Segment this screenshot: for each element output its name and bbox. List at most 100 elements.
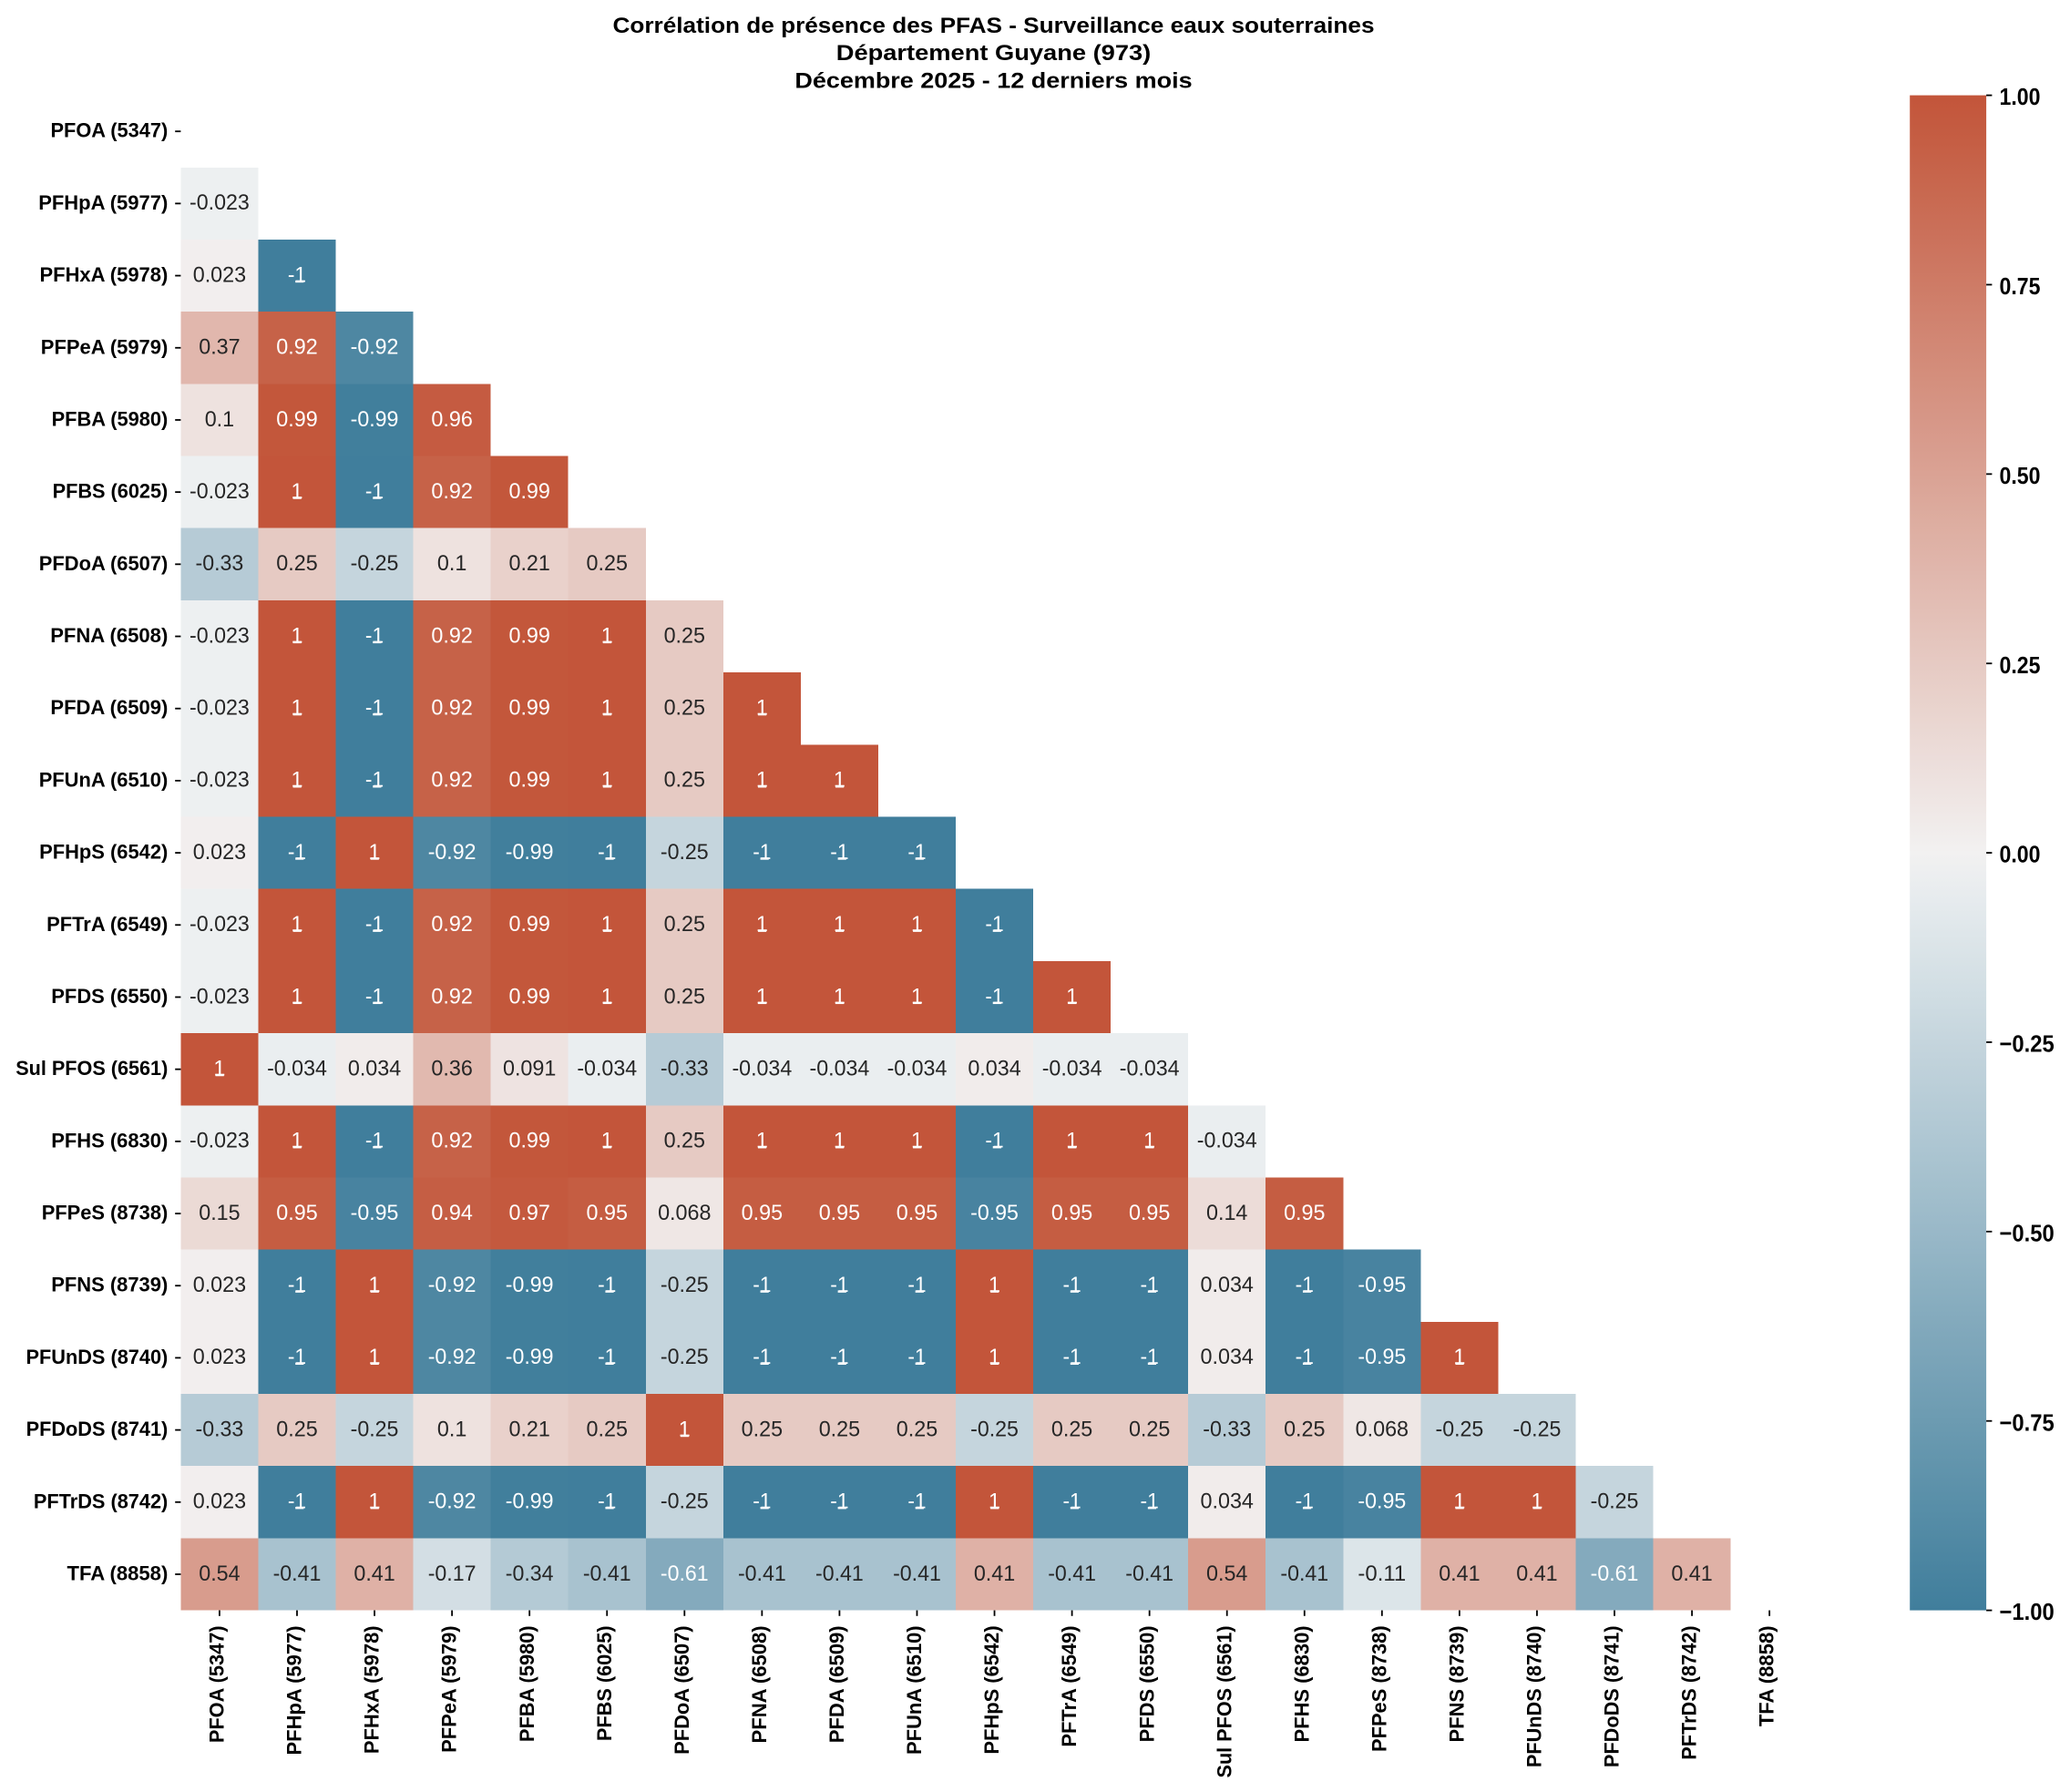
svg-text:-0.25: -0.25 <box>1513 1417 1562 1441</box>
svg-text:1: 1 <box>756 984 768 1009</box>
svg-text:0.034: 0.034 <box>1201 1345 1254 1369</box>
svg-text:-1: -1 <box>830 840 848 865</box>
svg-text:PFHpA (5977): PFHpA (5977) <box>283 1625 306 1755</box>
svg-text:1: 1 <box>291 912 302 937</box>
svg-text:-1: -1 <box>907 1490 926 1514</box>
svg-text:-0.41: -0.41 <box>1048 1562 1096 1586</box>
svg-text:-1: -1 <box>1296 1273 1314 1297</box>
svg-text:−0.50: −0.50 <box>2000 1219 2055 1246</box>
svg-text:PFHS (6830): PFHS (6830) <box>51 1129 168 1152</box>
svg-text:-1: -1 <box>365 696 384 721</box>
svg-text:PFHpS (6542): PFHpS (6542) <box>39 841 168 864</box>
svg-text:PFHxA (5978): PFHxA (5978) <box>361 1625 384 1754</box>
svg-text:-1: -1 <box>830 1490 848 1514</box>
svg-text:−1.00: −1.00 <box>2000 1598 2055 1625</box>
svg-text:1: 1 <box>213 1056 225 1080</box>
svg-text:Décembre 2025 - 12 derniers mo: Décembre 2025 - 12 derniers mois <box>794 69 1192 94</box>
svg-text:0.023: 0.023 <box>193 1345 246 1369</box>
svg-text:-1: -1 <box>985 984 1003 1009</box>
svg-text:-1: -1 <box>288 1345 306 1369</box>
svg-text:-1: -1 <box>985 912 1003 937</box>
svg-text:-0.99: -0.99 <box>506 1490 554 1514</box>
svg-text:0.034: 0.034 <box>1201 1273 1254 1297</box>
svg-text:0.95: 0.95 <box>1051 1201 1092 1225</box>
svg-text:PFHpA (5977): PFHpA (5977) <box>38 191 168 214</box>
svg-text:0.41: 0.41 <box>974 1562 1015 1586</box>
svg-text:-0.95: -0.95 <box>1358 1345 1406 1369</box>
svg-text:1: 1 <box>291 479 302 504</box>
svg-text:0.25: 0.25 <box>664 696 705 721</box>
svg-text:-0.25: -0.25 <box>661 840 709 865</box>
svg-text:-1: -1 <box>598 1490 616 1514</box>
svg-text:0.034: 0.034 <box>968 1056 1020 1080</box>
svg-text:Sul PFOS (6561): Sul PFOS (6561) <box>15 1057 168 1080</box>
svg-text:-1: -1 <box>907 840 926 865</box>
svg-text:-0.023: -0.023 <box>190 1129 250 1153</box>
svg-text:0.25: 0.25 <box>1051 1417 1092 1441</box>
svg-text:0.25: 0.25 <box>664 984 705 1009</box>
svg-text:-0.99: -0.99 <box>506 840 554 865</box>
svg-text:0.99: 0.99 <box>508 912 549 937</box>
svg-text:PFBA (5980): PFBA (5980) <box>516 1625 538 1742</box>
svg-text:-0.33: -0.33 <box>196 1417 244 1441</box>
svg-text:1: 1 <box>756 1129 768 1153</box>
svg-text:1: 1 <box>756 768 768 793</box>
svg-text:-1: -1 <box>1141 1345 1159 1369</box>
svg-text:-0.61: -0.61 <box>1591 1562 1639 1586</box>
svg-text:0.25: 0.25 <box>1129 1417 1170 1441</box>
svg-text:0.068: 0.068 <box>1356 1417 1409 1441</box>
svg-text:-1: -1 <box>1296 1490 1314 1514</box>
svg-text:-1: -1 <box>830 1345 848 1369</box>
svg-text:0.99: 0.99 <box>508 623 549 648</box>
svg-text:PFPeS (8738): PFPeS (8738) <box>42 1202 169 1224</box>
svg-text:PFTrDS (8742): PFTrDS (8742) <box>34 1490 168 1512</box>
svg-text:-1: -1 <box>753 840 771 865</box>
svg-text:PFTrDS (8742): PFTrDS (8742) <box>1678 1625 1701 1759</box>
svg-text:0.99: 0.99 <box>508 479 549 504</box>
svg-text:-1: -1 <box>753 1345 771 1369</box>
svg-text:0.92: 0.92 <box>431 479 472 504</box>
svg-text:0.25: 0.25 <box>2000 651 2041 679</box>
svg-text:-0.41: -0.41 <box>1125 1562 1173 1586</box>
svg-text:0.25: 0.25 <box>276 551 317 576</box>
svg-text:0.00: 0.00 <box>2000 841 2041 868</box>
svg-text:1: 1 <box>601 696 613 721</box>
svg-text:0.92: 0.92 <box>431 623 472 648</box>
svg-text:0.25: 0.25 <box>664 1129 705 1153</box>
svg-text:0.25: 0.25 <box>276 1417 317 1441</box>
svg-text:0.50: 0.50 <box>2000 462 2041 489</box>
svg-text:-0.99: -0.99 <box>506 1273 554 1297</box>
svg-text:-0.41: -0.41 <box>583 1562 631 1586</box>
svg-text:0.25: 0.25 <box>664 768 705 793</box>
svg-text:0.95: 0.95 <box>587 1201 628 1225</box>
svg-text:0.54: 0.54 <box>1206 1562 1247 1586</box>
svg-text:0.1: 0.1 <box>205 407 234 432</box>
svg-text:PFNA (6508): PFNA (6508) <box>748 1625 771 1743</box>
svg-text:PFPeA (5979): PFPeA (5979) <box>41 335 169 358</box>
svg-text:0.96: 0.96 <box>431 407 472 432</box>
svg-text:0.41: 0.41 <box>354 1562 395 1586</box>
svg-text:-0.61: -0.61 <box>661 1562 709 1586</box>
svg-text:PFUnA (6510): PFUnA (6510) <box>39 768 169 791</box>
svg-text:-0.023: -0.023 <box>190 623 250 648</box>
svg-text:-0.034: -0.034 <box>577 1056 637 1080</box>
svg-text:-0.95: -0.95 <box>970 1201 1019 1225</box>
svg-text:-0.25: -0.25 <box>351 1417 399 1441</box>
svg-text:1: 1 <box>369 840 381 865</box>
svg-text:1: 1 <box>369 1490 381 1514</box>
svg-text:0.54: 0.54 <box>199 1562 240 1586</box>
svg-text:-1: -1 <box>365 479 384 504</box>
svg-text:0.92: 0.92 <box>431 696 472 721</box>
svg-text:PFHS (6830): PFHS (6830) <box>1290 1625 1313 1742</box>
svg-text:-0.034: -0.034 <box>732 1056 792 1080</box>
svg-text:Corrélation de présence des PF: Corrélation de présence des PFAS - Surve… <box>613 14 1375 38</box>
svg-text:-0.25: -0.25 <box>970 1417 1019 1441</box>
svg-text:0.25: 0.25 <box>664 623 705 648</box>
svg-text:0.99: 0.99 <box>508 1129 549 1153</box>
svg-text:1: 1 <box>834 984 845 1009</box>
svg-text:0.023: 0.023 <box>193 1490 246 1514</box>
svg-text:0.99: 0.99 <box>276 407 317 432</box>
svg-text:PFDA (6509): PFDA (6509) <box>825 1625 848 1743</box>
svg-text:-0.92: -0.92 <box>428 1345 477 1369</box>
svg-text:-1: -1 <box>753 1273 771 1297</box>
